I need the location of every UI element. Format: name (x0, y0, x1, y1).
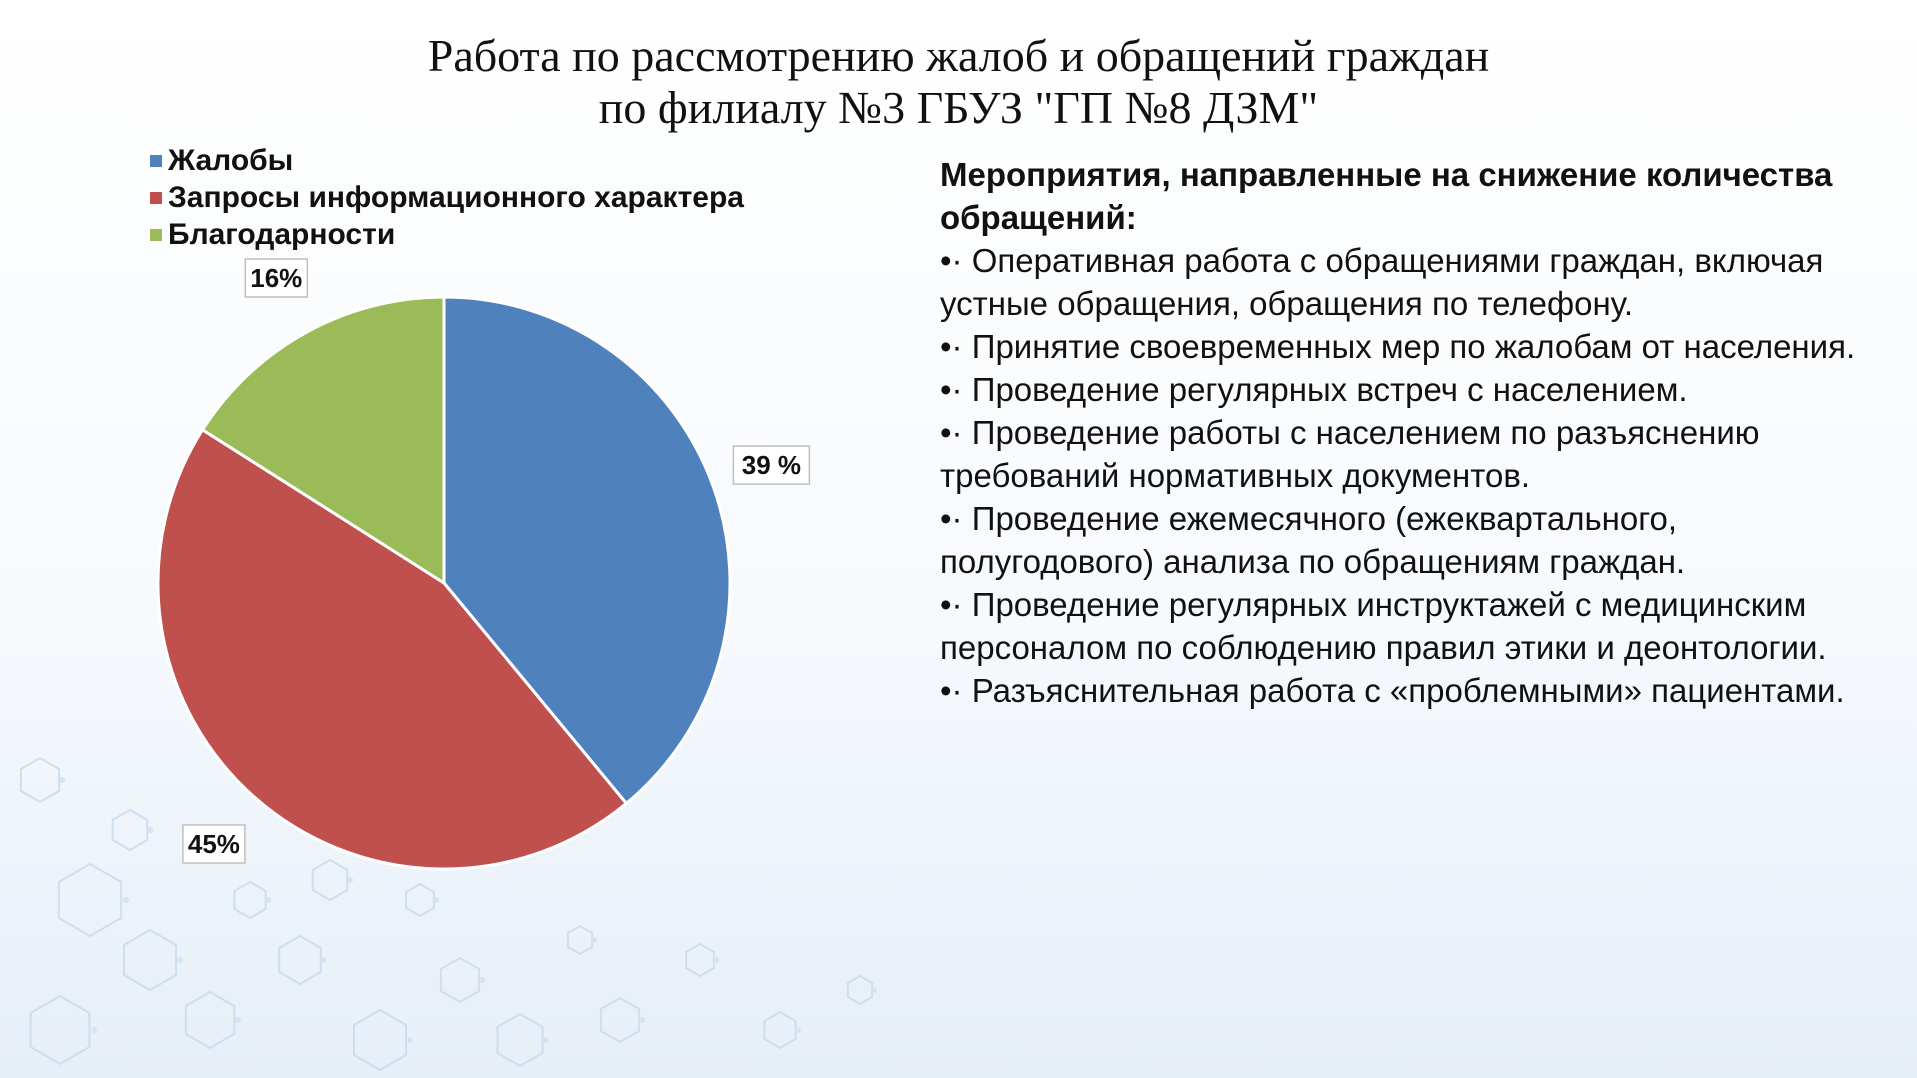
decor-hexagon (439, 956, 481, 1004)
decor-hexagon (184, 990, 236, 1050)
decor-hexagon (19, 756, 61, 804)
decor-hexagon (599, 996, 641, 1044)
decor-node (347, 877, 353, 883)
decor-hexagon (311, 858, 349, 902)
bullet-mark: •· (940, 242, 963, 279)
decor-hexagon (111, 808, 149, 852)
decor-node (407, 1037, 413, 1043)
legend-swatch-info-requests (150, 191, 162, 204)
decor-node (59, 777, 65, 783)
measures-heading: Мероприятия, направленные на снижение ко… (940, 156, 1833, 236)
data-label-gratitude: 16% (244, 258, 309, 298)
measures-item-text: Принятие своевременных мер по жалобам от… (971, 328, 1856, 365)
decor-hexagon (353, 1008, 407, 1072)
slide-title-line-2: по филиалу №3 ГБУЗ "ГП №8 ДЗМ" (598, 82, 1319, 133)
pie-slice-info-requests (156, 427, 629, 871)
decor-hexagon (496, 1012, 544, 1068)
measures-item: •· Оперативная работа с обращениями граж… (940, 239, 1860, 325)
measures-item-text: Проведение регулярных встреч с население… (971, 371, 1688, 408)
decor-hexagon (685, 942, 715, 978)
data-label-info-requests: 45% (182, 824, 246, 864)
measures-item-text: Проведение регулярных инструктажей с мед… (940, 586, 1827, 666)
bullet-mark: •· (940, 672, 963, 709)
measures-item-text: Оперативная работа с обращениями граждан… (940, 242, 1824, 322)
slide-title: Работа по рассмотрению жалоб и обращений… (0, 30, 1917, 134)
measures-panel: Мероприятия, направленные на снижение ко… (940, 153, 1860, 712)
data-label-info-requests-box (182, 824, 246, 864)
decor-hexagon (123, 928, 177, 992)
measures-item-text: Проведение ежемесячного (ежеквартального… (940, 500, 1686, 580)
decor-node (177, 957, 183, 963)
bullet-mark: •· (940, 328, 963, 365)
decor-node (235, 1017, 241, 1023)
legend-label-info-requests: Запросы информационного характера (168, 180, 744, 214)
measures-item: •· Принятие своевременных мер по жалобам… (940, 325, 1860, 368)
decor-node (91, 1027, 97, 1033)
measures-item-text: Проведение работы с населением по разъяс… (940, 414, 1760, 494)
decor-node (123, 897, 129, 903)
bullet-mark: •· (940, 371, 963, 408)
decor-node (543, 1037, 549, 1043)
decor-hexagon (763, 1010, 797, 1050)
decor-hexagon (278, 934, 322, 986)
slide-title-line-1: Работа по рассмотрению жалоб и обращений… (427, 30, 1490, 81)
decor-hexagon (57, 862, 123, 938)
decor-node (639, 1017, 645, 1023)
chart-legend: Жалобы Запросы информационного характера… (150, 142, 744, 253)
decor-node (147, 827, 153, 833)
data-label-complaints: 39 % (732, 445, 811, 485)
decor-node (871, 987, 877, 993)
measures-item: •· Разъяснительная работа с «проблемными… (940, 669, 1860, 712)
decor-hexagon (29, 994, 91, 1066)
legend-item-gratitude: Благодарности (150, 216, 744, 253)
decor-node (795, 1027, 801, 1033)
data-label-complaints-text: 39 % (742, 450, 801, 480)
decor-hexagon (846, 974, 874, 1006)
legend-swatch-complaints (150, 154, 162, 167)
legend-label-complaints: Жалобы (168, 143, 294, 177)
legend-item-info-requests: Запросы информационного характера (150, 179, 744, 216)
decor-node (713, 957, 719, 963)
data-label-gratitude-box (244, 258, 309, 298)
decor-hexagon (566, 924, 594, 956)
pie-slice-gratitude (200, 295, 446, 586)
data-label-gratitude-text: 16% (250, 263, 302, 293)
legend-label-gratitude: Благодарности (168, 217, 396, 251)
bullet-mark: •· (940, 414, 963, 451)
measures-item: •· Проведение работы с населением по раз… (940, 411, 1860, 497)
measures-item: •· Проведение регулярных инструктажей с … (940, 583, 1860, 669)
measures-list: •· Оперативная работа с обращениями граж… (940, 239, 1860, 712)
decor-node (479, 977, 485, 983)
data-label-complaints-box (732, 445, 811, 485)
pie-slice-complaints (442, 295, 732, 806)
bullet-mark: •· (940, 500, 963, 537)
legend-swatch-gratitude (150, 228, 162, 241)
decor-node (321, 957, 327, 963)
measures-item: •· Проведение ежемесячного (ежеквартальн… (940, 497, 1860, 583)
decor-node (433, 897, 439, 903)
data-label-info-requests-text: 45% (188, 829, 240, 859)
measures-item-text: Разъяснительная работа с «проблемными» п… (971, 672, 1845, 709)
legend-item-complaints: Жалобы (150, 142, 744, 179)
decor-hexagon (405, 882, 435, 918)
bullet-mark: •· (940, 586, 963, 623)
decor-node (265, 897, 271, 903)
decor-hexagon (233, 880, 267, 920)
decor-node (591, 937, 597, 943)
measures-item: •· Проведение регулярных встреч с населе… (940, 368, 1860, 411)
